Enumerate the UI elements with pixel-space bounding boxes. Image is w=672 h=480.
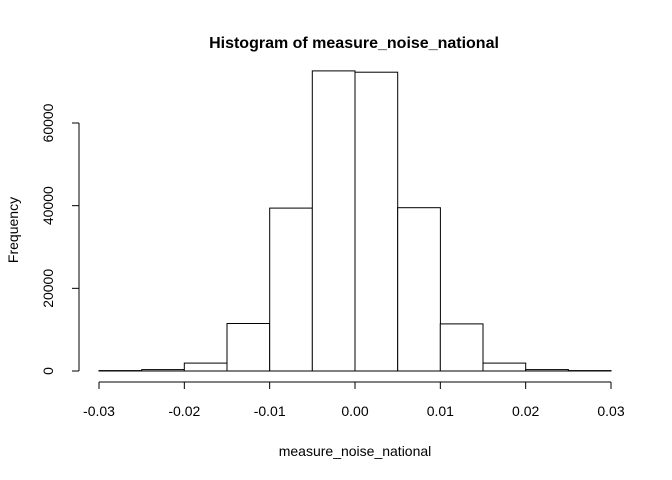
bars-group bbox=[98, 70, 612, 372]
histogram-bar bbox=[482, 362, 527, 372]
x-tick-label: 0.03 bbox=[597, 403, 624, 419]
y-tick-label: 40000 bbox=[40, 186, 56, 225]
histogram-bar bbox=[226, 323, 271, 372]
y-tick-label: 20000 bbox=[40, 269, 56, 308]
y-axis: 0 20000 40000 60000 bbox=[40, 103, 80, 375]
x-tick-label: -0.03 bbox=[83, 403, 115, 419]
histogram-bar bbox=[311, 70, 356, 372]
x-axis: -0.03 -0.02 -0.01 0.00 0.01 0.02 0.03 bbox=[83, 381, 625, 419]
chart-title: Histogram of measure_noise_national bbox=[209, 35, 499, 52]
x-tick-label: 0.02 bbox=[512, 403, 539, 419]
histogram-bar bbox=[354, 71, 399, 372]
y-tick-label: 60000 bbox=[40, 103, 56, 142]
histogram-bar bbox=[269, 207, 313, 372]
histogram-bar bbox=[141, 369, 185, 372]
histogram-bar bbox=[397, 207, 441, 372]
y-tick-label: 0 bbox=[40, 367, 56, 375]
histogram-bar bbox=[183, 362, 228, 372]
x-tick-label: 0.00 bbox=[341, 403, 368, 419]
x-axis-label: measure_noise_national bbox=[279, 443, 432, 459]
histogram-bar bbox=[439, 323, 484, 372]
x-tick-label: 0.01 bbox=[427, 403, 454, 419]
histogram-bar bbox=[525, 369, 569, 372]
y-axis-label: Frequency bbox=[5, 197, 21, 263]
x-tick-label: -0.02 bbox=[168, 403, 200, 419]
x-tick-label: -0.01 bbox=[254, 403, 286, 419]
